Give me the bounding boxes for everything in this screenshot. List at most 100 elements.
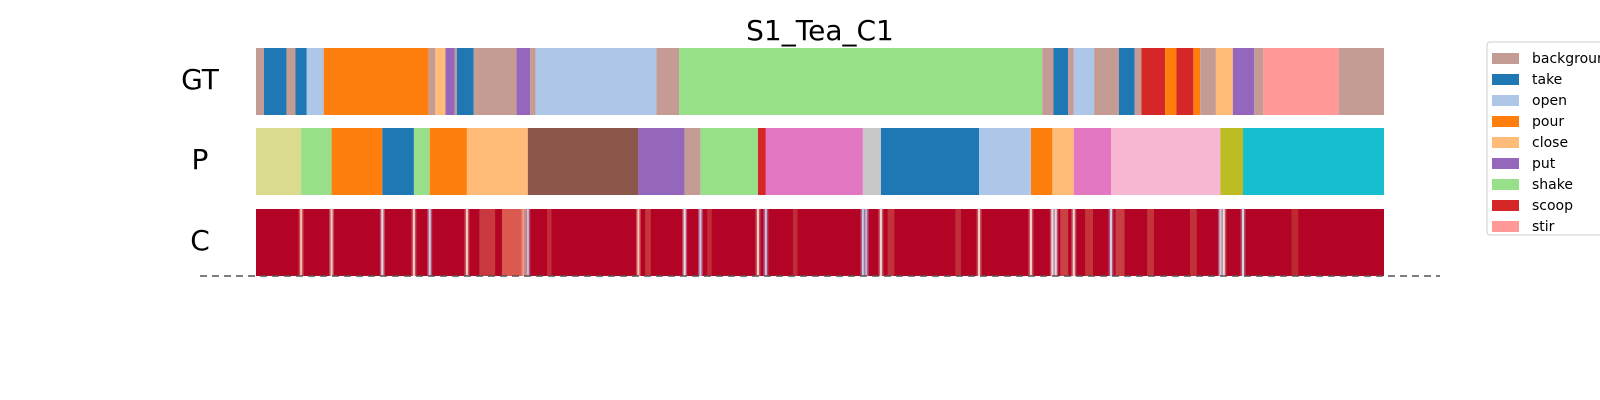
prediction-segment (466, 128, 528, 195)
legend: background take open pour close put shake scoop… (1486, 41, 1600, 236)
confidence-dip (428, 209, 431, 276)
prediction-segment (413, 128, 430, 195)
gt-row (256, 48, 1384, 115)
prediction-segment (301, 128, 332, 195)
confidence-dip (699, 209, 702, 276)
confidence-dip (330, 209, 333, 276)
confidence-band (645, 209, 651, 276)
confidence-band (955, 209, 961, 276)
confidence-band (1060, 209, 1069, 276)
legend-label-close: close (1532, 135, 1568, 151)
legend-swatch-pour (1492, 116, 1519, 127)
gt-segment-open (1073, 48, 1095, 115)
gt-segment-background (656, 48, 679, 115)
prediction-segment (382, 128, 414, 195)
gt-segment-background (1068, 48, 1074, 115)
prediction-segment (1243, 128, 1384, 195)
prediction-row (256, 128, 1384, 195)
confidence-dip (1051, 209, 1054, 276)
prediction-segment (979, 128, 1031, 195)
gt-segment-put (1232, 48, 1255, 115)
confidence-band (479, 209, 496, 276)
gt-segment-scoop (1141, 48, 1166, 115)
confidence-dip (683, 209, 686, 276)
prediction-segment (757, 128, 766, 195)
row-labels: GT P C (181, 63, 220, 257)
gt-segment-take (1118, 48, 1135, 115)
confidence-dip (764, 209, 767, 276)
confidence-band (792, 209, 798, 276)
row-label-c: C (190, 224, 210, 257)
gt-segment-take (456, 48, 474, 115)
row-label-gt: GT (181, 63, 220, 96)
legend-swatch-scoop (1492, 200, 1519, 211)
prediction-segment (862, 128, 881, 195)
gt-segment-background (1134, 48, 1142, 115)
legend-label-open: open (1532, 93, 1567, 109)
legend-label-scoop: scoop (1532, 198, 1573, 214)
chart-title: S1_Tea_C1 (746, 14, 894, 47)
confidence-dip (1219, 209, 1222, 276)
confidence-dip (465, 209, 468, 276)
gt-segment-background (1094, 48, 1119, 115)
confidence-dip (1242, 209, 1244, 276)
legend-swatch-shake (1492, 179, 1519, 190)
gt-segment-background (530, 48, 536, 115)
gt-segment-background (1042, 48, 1054, 115)
prediction-segment (880, 128, 980, 195)
prediction-segment (1111, 128, 1221, 195)
gt-segment-background (286, 48, 296, 115)
prediction-segment (331, 128, 383, 195)
confidence-dip (526, 209, 529, 276)
confidence-dip (756, 209, 759, 276)
confidence-band (1291, 209, 1299, 276)
gt-segment-pour (1165, 48, 1177, 115)
confidence-base (256, 209, 1384, 276)
gt-segment-open (535, 48, 657, 115)
confidence-row (256, 209, 1384, 276)
prediction-segment (684, 128, 701, 195)
gt-segment-pour (323, 48, 429, 115)
gt-segment-take (1053, 48, 1069, 115)
legend-swatch-close (1492, 137, 1519, 148)
confidence-dip (861, 209, 864, 276)
confidence-dip (522, 209, 525, 276)
legend-label-background: background (1532, 51, 1600, 67)
gt-segment-shake (679, 48, 1043, 115)
confidence-band (887, 209, 895, 276)
confidence-dip (1029, 209, 1032, 276)
prediction-segment (1030, 128, 1053, 195)
prediction-segment (1052, 128, 1074, 195)
legend-swatch-stir (1492, 221, 1519, 232)
gt-segment-background (473, 48, 517, 115)
prediction-segment (1220, 128, 1243, 195)
confidence-dip (1072, 209, 1075, 276)
legend-label-put: put (1532, 156, 1556, 172)
gt-segment-background (454, 48, 457, 115)
gt-segment-put (445, 48, 455, 115)
legend-swatch-background (1492, 53, 1519, 64)
confidence-dip (879, 209, 882, 276)
gt-segment-take (263, 48, 287, 115)
gt-segment-put (516, 48, 531, 115)
confidence-dip (412, 209, 415, 276)
legend-label-take: take (1532, 72, 1562, 88)
confidence-dip (637, 209, 640, 276)
gt-segment-pour (1193, 48, 1201, 115)
confidence-band (707, 209, 712, 276)
confidence-band (547, 209, 552, 276)
confidence-dip (1054, 209, 1057, 276)
prediction-segment (1073, 128, 1112, 195)
confidence-band (1147, 209, 1154, 276)
gt-segment-open (306, 48, 324, 115)
gt-segment-background (1338, 48, 1384, 115)
legend-swatch-put (1492, 158, 1519, 169)
prediction-segment (256, 128, 302, 195)
gt-segment-background (428, 48, 436, 115)
legend-label-pour: pour (1532, 114, 1564, 130)
confidence-band (1189, 209, 1197, 276)
gt-segment-background (256, 48, 264, 115)
legend-label-shake: shake (1532, 177, 1573, 193)
confidence-dip (978, 209, 981, 276)
